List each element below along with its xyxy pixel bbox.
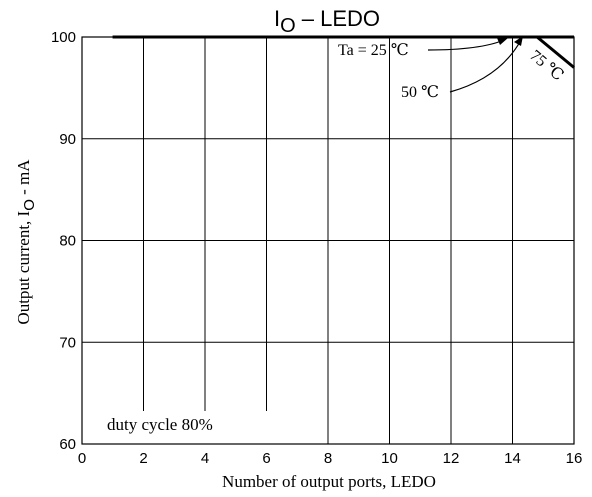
tick-labels: 0 2 4 6 8 10 12 14 16 60 70 80 90 100 — [51, 29, 582, 467]
chart-title-rest: – LEDO — [296, 6, 380, 31]
y-tick-label: 80 — [59, 233, 76, 250]
y-axis-label-main: Output current, I — [14, 210, 33, 324]
x-tick-label: 10 — [381, 450, 398, 467]
y-axis-label-rest: - mA — [14, 159, 33, 199]
y-tick-label: 70 — [59, 334, 76, 351]
y-tick-label: 100 — [51, 29, 76, 46]
y-tick-label: 90 — [59, 131, 76, 148]
annotation-25c: Ta = 25 ℃ — [338, 42, 409, 59]
x-tick-label: 0 — [78, 450, 86, 467]
x-tick-label: 6 — [262, 450, 270, 467]
arrowhead-50c — [514, 36, 523, 46]
series-line-2 — [112, 35, 575, 69]
chart-title-subscript: O — [280, 15, 296, 37]
annotation-duty-cycle: duty cycle 80% — [107, 415, 213, 434]
annotation-arrows — [427, 36, 523, 93]
x-tick-label: 16 — [566, 450, 583, 467]
chart-title: IO – LEDO — [274, 6, 380, 37]
arrow-50c — [449, 39, 522, 93]
x-tick-label: 12 — [443, 450, 460, 467]
x-tick-label: 8 — [324, 450, 332, 467]
chart-title-main: I — [274, 6, 280, 31]
y-tick-label: 60 — [59, 436, 76, 453]
x-tick-label: 4 — [201, 450, 209, 467]
series-lines — [112, 35, 575, 69]
x-tick-label: 2 — [139, 450, 147, 467]
y-axis-label: Output current, IO - mA — [14, 159, 38, 325]
x-axis-label: Number of output ports, LEDO — [222, 472, 436, 491]
grid — [82, 37, 574, 444]
y-axis-label-subscript: O — [21, 199, 38, 211]
arrow-25c — [427, 39, 505, 51]
annotation-50c: 50 ℃ — [401, 84, 439, 101]
annotation-75c: 75 ℃ — [526, 47, 566, 84]
x-tick-label: 14 — [504, 450, 521, 467]
arrowhead-25c — [497, 38, 508, 45]
